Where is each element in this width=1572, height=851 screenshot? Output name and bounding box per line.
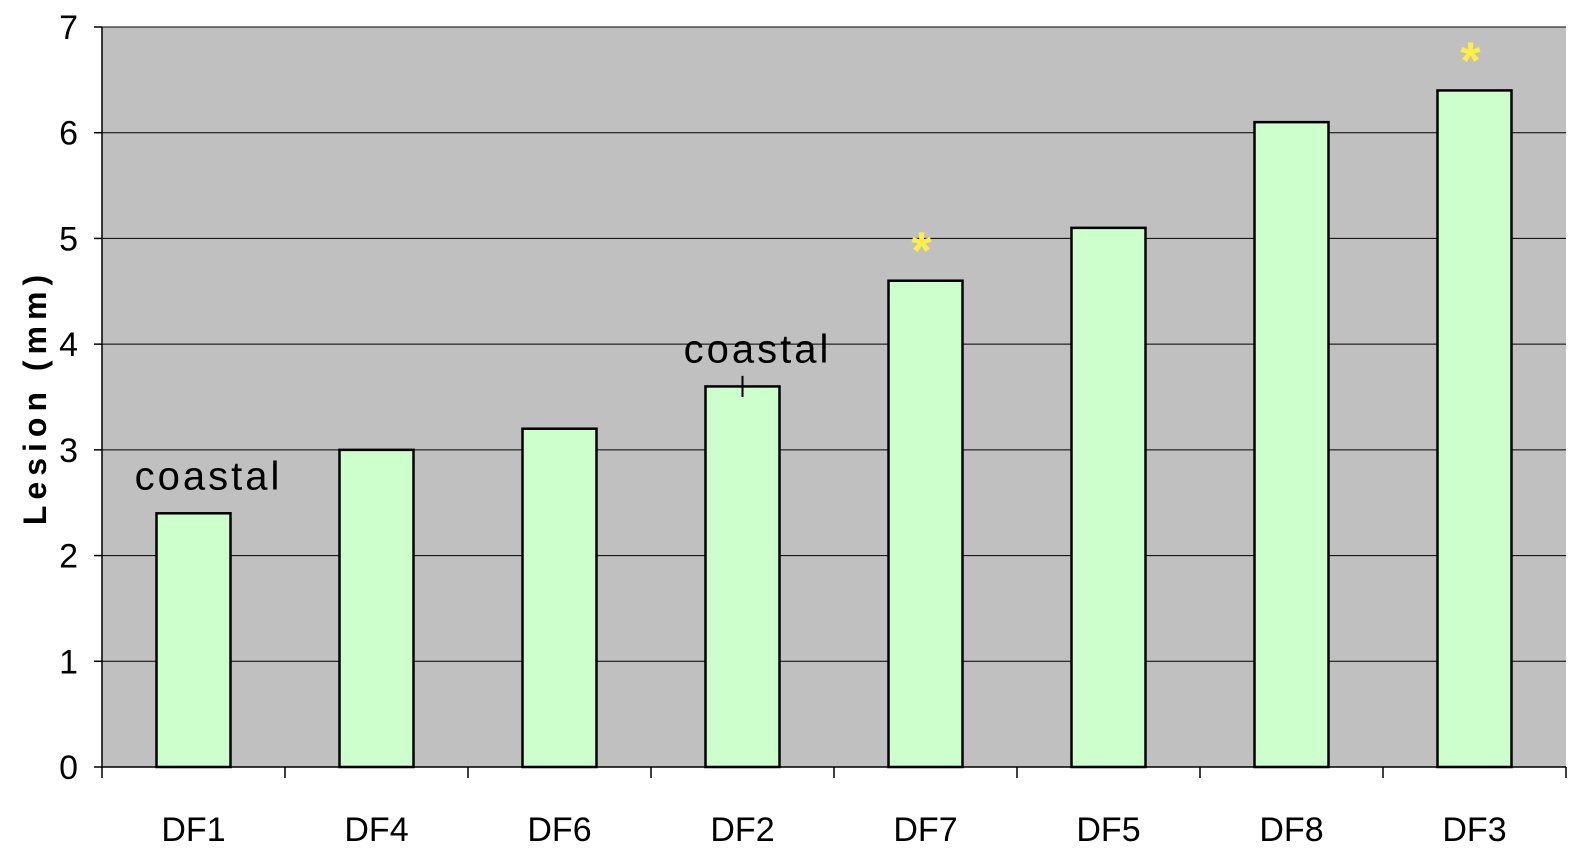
y-tick-label: 7	[59, 9, 78, 47]
bar-df1	[155, 512, 232, 769]
annotation-label: coastal	[684, 327, 832, 371]
bar-df6	[521, 427, 598, 769]
x-tick-label: DF8	[1259, 811, 1323, 849]
bar-df3	[1436, 89, 1513, 769]
bar-df2	[704, 385, 781, 769]
x-tick-labels: DF1 DF4 DF6 DF2 DF7 DF5 DF8 DF3	[161, 811, 1506, 849]
x-tick-label: DF4	[344, 811, 408, 849]
y-tick-label: 0	[59, 749, 78, 787]
bar-df7	[887, 279, 964, 769]
plot-area	[102, 27, 1566, 767]
x-tick-label: DF2	[710, 811, 774, 849]
bar-df5	[1070, 226, 1147, 769]
y-tick-label: 3	[59, 432, 78, 470]
bar-df8	[1253, 120, 1330, 769]
x-tick-label: DF5	[1076, 811, 1140, 849]
y-tick-labels: 0 1 2 3 4 5 6 7	[59, 9, 78, 787]
annotations: coastal coastal * *	[135, 32, 1482, 498]
y-tick-label: 1	[59, 643, 78, 681]
annotation-label: coastal	[135, 454, 283, 498]
y-tick-label: 4	[59, 326, 78, 364]
x-tick-label: DF1	[161, 811, 225, 849]
significance-star: *	[1460, 32, 1481, 90]
bar-df4	[338, 448, 415, 769]
bars	[155, 89, 1513, 769]
y-tick-label: 2	[59, 538, 78, 576]
y-tick-label: 6	[59, 115, 78, 153]
x-tick-label: DF3	[1442, 811, 1506, 849]
x-tick-label: DF7	[893, 811, 957, 849]
y-tick-label: 5	[59, 220, 78, 258]
significance-star: *	[911, 223, 932, 281]
y-axis-title: Lesion (mm)	[17, 269, 53, 525]
axes	[94, 26, 1567, 778]
x-tick-label: DF6	[527, 811, 591, 849]
